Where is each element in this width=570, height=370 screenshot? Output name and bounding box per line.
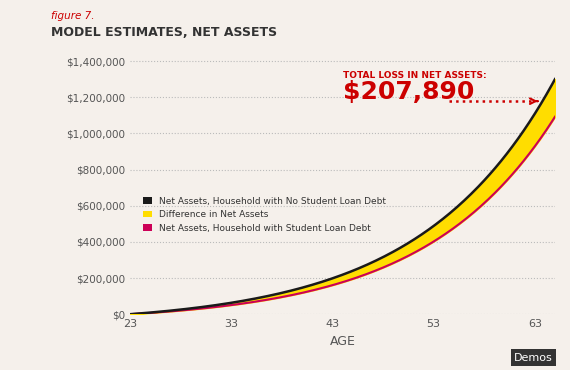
Text: Demos: Demos: [514, 353, 553, 363]
X-axis label: AGE: AGE: [329, 334, 356, 347]
Legend: Net Assets, Household with No Student Loan Debt, Difference in Net Assets, Net A: Net Assets, Household with No Student Lo…: [139, 193, 389, 236]
Text: TOTAL LOSS IN NET ASSETS:: TOTAL LOSS IN NET ASSETS:: [343, 71, 486, 80]
Text: figure 7.: figure 7.: [51, 11, 95, 21]
Text: MODEL ESTIMATES, NET ASSETS: MODEL ESTIMATES, NET ASSETS: [51, 26, 278, 39]
Text: $207,890: $207,890: [343, 80, 474, 104]
